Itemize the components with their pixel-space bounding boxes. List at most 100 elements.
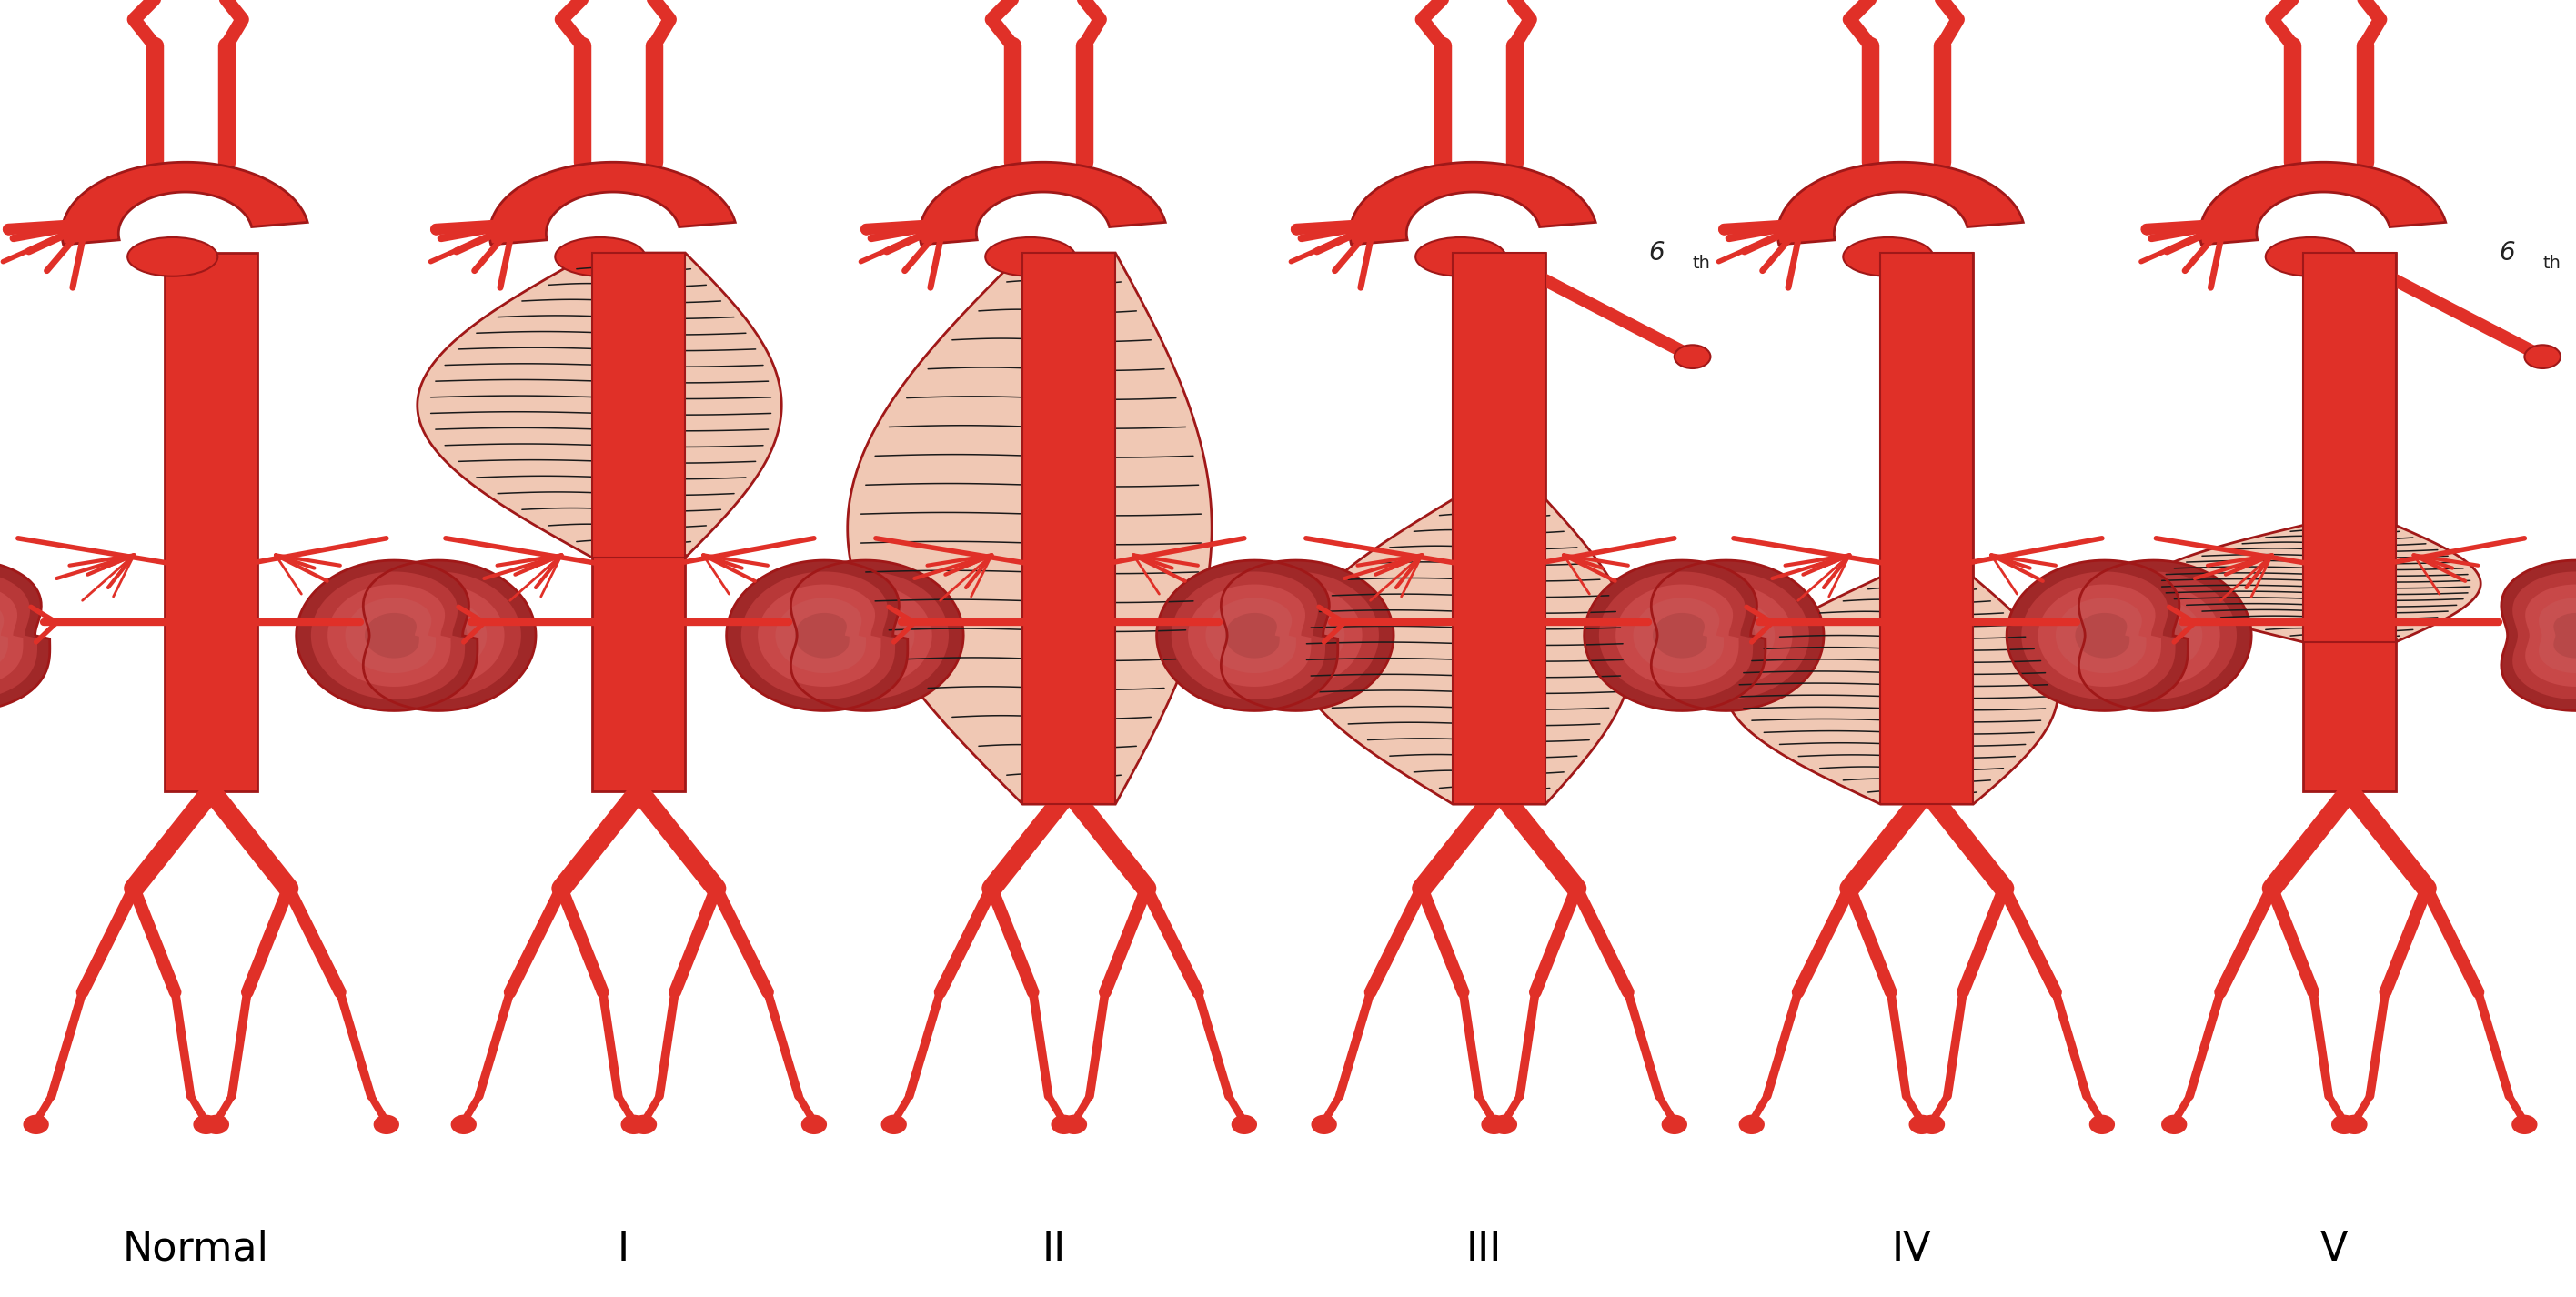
Polygon shape: [827, 598, 914, 673]
Ellipse shape: [2089, 1115, 2115, 1134]
Polygon shape: [2537, 598, 2576, 673]
Polygon shape: [1206, 598, 1296, 673]
Text: IV: IV: [1891, 1230, 1932, 1268]
Polygon shape: [0, 572, 36, 699]
Polygon shape: [489, 162, 734, 245]
Polygon shape: [363, 560, 536, 711]
Text: th: th: [2543, 256, 2561, 272]
Polygon shape: [1777, 162, 2022, 245]
Polygon shape: [2130, 613, 2182, 658]
Ellipse shape: [1311, 1115, 1337, 1134]
Ellipse shape: [129, 237, 216, 276]
Polygon shape: [417, 253, 781, 558]
Polygon shape: [1600, 572, 1752, 699]
Polygon shape: [2007, 560, 2187, 711]
Text: Normal: Normal: [124, 1230, 268, 1268]
Polygon shape: [312, 572, 464, 699]
Ellipse shape: [1061, 1115, 1087, 1134]
Polygon shape: [0, 598, 8, 673]
Polygon shape: [399, 598, 487, 673]
Ellipse shape: [1417, 237, 1504, 276]
Polygon shape: [1350, 162, 1595, 245]
Polygon shape: [2089, 572, 2236, 699]
Text: th: th: [1692, 256, 1710, 272]
Polygon shape: [1157, 560, 1337, 711]
Polygon shape: [726, 560, 907, 711]
Ellipse shape: [801, 1115, 827, 1134]
Text: I: I: [618, 1230, 629, 1268]
Polygon shape: [1880, 253, 1973, 577]
Ellipse shape: [2512, 1115, 2537, 1134]
Polygon shape: [1633, 598, 1723, 673]
Polygon shape: [1188, 585, 1311, 686]
Ellipse shape: [1842, 237, 1932, 276]
Ellipse shape: [1739, 1115, 1765, 1134]
Polygon shape: [2076, 613, 2130, 658]
Polygon shape: [1221, 560, 1394, 711]
Polygon shape: [0, 585, 23, 686]
Ellipse shape: [1883, 200, 1940, 236]
Polygon shape: [374, 572, 520, 699]
Ellipse shape: [556, 237, 644, 276]
Polygon shape: [2303, 639, 2396, 791]
Polygon shape: [2148, 525, 2481, 642]
Ellipse shape: [2161, 1115, 2187, 1134]
Ellipse shape: [984, 237, 1077, 276]
Polygon shape: [1453, 253, 1546, 804]
Polygon shape: [2303, 253, 2396, 525]
Ellipse shape: [1051, 1115, 1077, 1134]
Polygon shape: [1651, 560, 1824, 711]
Ellipse shape: [2342, 1115, 2367, 1134]
Ellipse shape: [631, 1115, 657, 1134]
Polygon shape: [1231, 572, 1378, 699]
Polygon shape: [842, 613, 894, 658]
Polygon shape: [296, 560, 477, 711]
Polygon shape: [2200, 162, 2445, 245]
Text: III: III: [1466, 1230, 1502, 1268]
Text: V: V: [2321, 1230, 2347, 1268]
Polygon shape: [1023, 253, 1115, 804]
Text: II: II: [1041, 1230, 1066, 1268]
Ellipse shape: [2331, 1115, 2357, 1134]
Polygon shape: [814, 585, 933, 686]
Polygon shape: [1244, 585, 1363, 686]
Polygon shape: [592, 555, 685, 791]
Polygon shape: [2553, 613, 2576, 658]
Polygon shape: [1880, 253, 1973, 804]
Polygon shape: [2524, 585, 2576, 686]
Ellipse shape: [1025, 200, 1082, 236]
Ellipse shape: [451, 1115, 477, 1134]
Ellipse shape: [881, 1115, 907, 1134]
Polygon shape: [2079, 560, 2251, 711]
Polygon shape: [1726, 577, 2058, 804]
Ellipse shape: [2306, 200, 2362, 236]
Polygon shape: [2056, 598, 2146, 673]
Ellipse shape: [1492, 1115, 1517, 1134]
Text: 6: 6: [1649, 240, 1664, 266]
Polygon shape: [0, 560, 49, 711]
Polygon shape: [1662, 572, 1808, 699]
Polygon shape: [757, 585, 881, 686]
Polygon shape: [2303, 253, 2396, 642]
Polygon shape: [775, 598, 866, 673]
Polygon shape: [848, 253, 1211, 804]
Polygon shape: [1654, 613, 1708, 658]
Ellipse shape: [1909, 1115, 1935, 1134]
Polygon shape: [2038, 585, 2161, 686]
Ellipse shape: [204, 1115, 229, 1134]
Polygon shape: [592, 253, 685, 558]
Polygon shape: [1674, 585, 1793, 686]
Polygon shape: [2501, 560, 2576, 711]
Polygon shape: [2115, 598, 2202, 673]
Polygon shape: [1273, 613, 1324, 658]
Polygon shape: [415, 613, 466, 658]
Polygon shape: [1453, 253, 1546, 499]
Polygon shape: [1687, 598, 1775, 673]
Polygon shape: [1172, 572, 1324, 699]
Ellipse shape: [193, 1115, 219, 1134]
Polygon shape: [1703, 613, 1754, 658]
Ellipse shape: [1231, 1115, 1257, 1134]
Text: 6: 6: [2499, 240, 2514, 266]
Polygon shape: [1615, 585, 1739, 686]
Polygon shape: [2022, 572, 2174, 699]
